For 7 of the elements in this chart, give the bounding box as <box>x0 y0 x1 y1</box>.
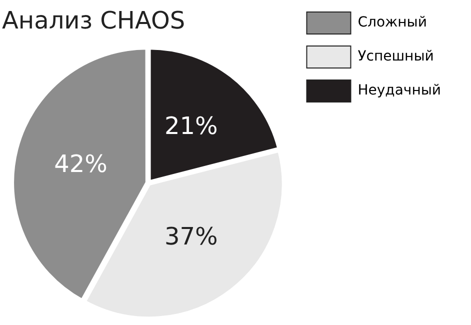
legend-label: Неудачный <box>358 82 442 99</box>
data-label: 42% <box>54 150 108 178</box>
chart-title: Анализ CHAOS <box>2 6 186 35</box>
legend-label: Сложный <box>358 14 427 31</box>
legend-label: Успешный <box>358 48 434 65</box>
data-label: 37% <box>164 222 218 250</box>
data-label: 21% <box>164 112 218 140</box>
